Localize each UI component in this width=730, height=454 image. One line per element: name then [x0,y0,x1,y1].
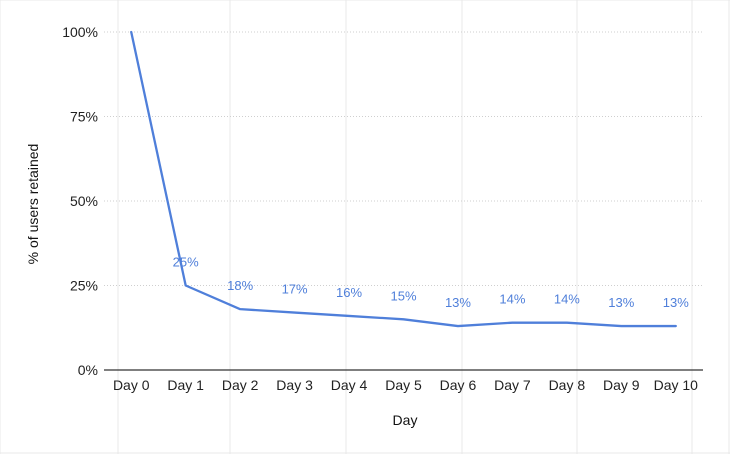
x-tick-label: Day 6 [440,377,477,393]
x-tick-label: Day 0 [113,377,150,393]
series-lines [130,30,677,328]
data-label: 18% [227,278,253,293]
data-label: 17% [282,282,308,297]
data-label: 14% [554,292,580,307]
data-label: 13% [445,295,471,310]
data-labels: 25% 18% 17% 16% 15% 13% 14% 14% 13% 13% [173,255,690,311]
x-tick-label: Day 10 [654,377,699,393]
y-tick-label: 50% [70,193,98,209]
y-tick-labels: 0% 25% 50% 75% 100% [62,24,98,378]
horizontal-gridlines [104,31,703,286]
data-label: 15% [390,288,416,303]
x-tick-label: Day 9 [603,377,640,393]
x-tick-labels: Day 0 Day 1 Day 2 Day 3 Day 4 Day 5 Day 6 Day 7… [113,377,698,393]
y-tick-label: 75% [70,109,98,125]
x-tick-label: Day 5 [385,377,422,393]
data-label: 13% [663,295,689,310]
x-tick-label: Day 8 [549,377,586,393]
x-axis-title: Day [393,412,418,428]
x-tick-label: Day 3 [276,377,313,393]
x-tick-label: Day 2 [222,377,259,393]
data-label: 13% [608,295,634,310]
data-label: 25% [173,255,199,270]
x-tick-label: Day 4 [331,377,368,393]
y-axis-title: % of users retained [25,144,41,265]
y-tick-label: 100% [62,24,98,40]
y-tick-label: 0% [78,362,98,378]
x-tick-label: Day 1 [167,377,204,393]
y-tick-label: 25% [70,278,98,294]
retention-series-line [130,30,677,328]
data-label: 14% [499,292,525,307]
x-tick-label: Day 7 [494,377,531,393]
data-label: 16% [336,285,362,300]
